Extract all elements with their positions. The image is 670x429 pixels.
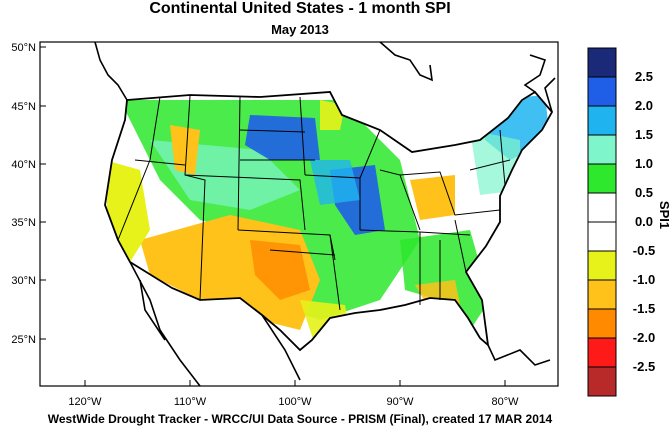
colorbar-box (587, 76, 617, 107)
map-subtitle: May 2013 (271, 22, 329, 37)
lon-labels: 120°W 110°W 100°W 90°W 80°W (68, 396, 519, 408)
lat-label: 40°N (11, 159, 36, 171)
colorbar-label: -2.5 (633, 359, 655, 374)
region-dry-southwest-core (250, 240, 310, 300)
colorbar-box (587, 134, 617, 165)
colorbar-label: 1.5 (635, 127, 653, 142)
lat-label: 30°N (11, 275, 36, 287)
colorbar-title: SPI1 (657, 201, 670, 229)
colorbar-box (587, 250, 617, 281)
axis-ticks (40, 46, 506, 386)
colorbar-label: -0.5 (633, 243, 655, 258)
spi-fill (105, 92, 552, 350)
colorbar-label: -1.0 (633, 272, 655, 287)
lon-label: 110°W (174, 396, 207, 408)
lon-label: 120°W (68, 396, 102, 408)
colorbar-box (587, 279, 617, 310)
context-coastlines (94, 41, 556, 387)
lat-label: 25°N (11, 334, 36, 346)
colorbar-label: 0.5 (635, 185, 653, 200)
lon-label: 90°W (386, 396, 414, 408)
lon-label: 80°W (491, 396, 519, 408)
lat-label: 50°N (11, 42, 36, 54)
colorbar-box (587, 366, 617, 397)
colorbar-box (587, 308, 617, 339)
colorbar-box (587, 105, 617, 136)
region-moist-southeast (400, 230, 490, 330)
lat-label: 45°N (11, 101, 36, 113)
region-wet-midwest-light (310, 160, 360, 205)
colorbar-box (587, 221, 617, 252)
state-boundaries (117, 95, 511, 311)
lon-label: 100°W (278, 396, 312, 408)
colorbar-label: -1.5 (633, 301, 655, 316)
colorbar-label: 1.0 (635, 156, 653, 171)
colorbar-box (587, 47, 617, 78)
region-wet-northern-plains (245, 115, 320, 160)
colorbar-box (587, 337, 617, 368)
colorbar-label: -2.0 (633, 330, 655, 345)
colorbar-label: 0.0 (635, 214, 653, 229)
colorbar-label: 2.0 (635, 98, 653, 113)
lat-label: 35°N (11, 217, 36, 229)
colorbar: 2.5 2.0 1.5 1.0 0.5 0.0 -0.5 -1.0 -1.5 -2.0 -2.5 (587, 47, 655, 397)
region-dry-idaho (170, 125, 200, 175)
colorbar-label: 2.5 (635, 69, 653, 84)
lat-labels: 50°N 45°N 40°N 35°N 30°N 25°N (11, 42, 36, 346)
map-title: Continental United States - 1 month SPI (149, 0, 451, 17)
colorbar-box (587, 163, 617, 194)
footer-credit: WestWide Drought Tracker - WRCC/UI Data … (47, 412, 553, 426)
region-dry-ohio-valley (410, 175, 455, 220)
colorbar-box (587, 192, 617, 223)
